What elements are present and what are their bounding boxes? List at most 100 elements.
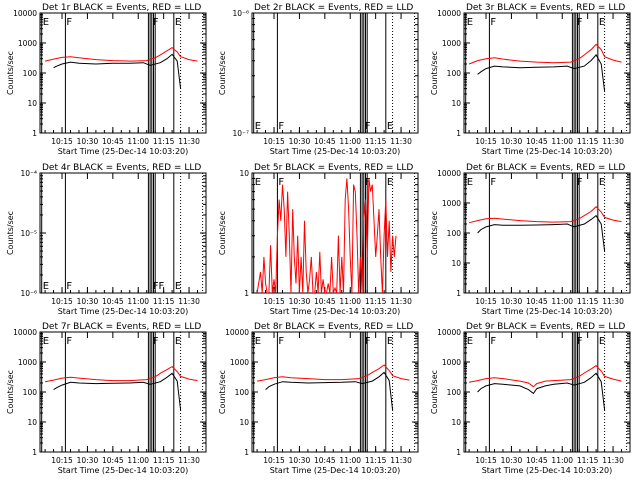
x-tick-label: 11:30 [602, 456, 624, 465]
x-tick-label: 11:15 [365, 456, 387, 465]
plot-frame [251, 172, 419, 294]
x-tick-label: 11:00 [339, 137, 361, 146]
y-tick-label: 10 [27, 418, 37, 427]
x-axis-label: Start Time (25-Dec-14 10:03:20) [482, 307, 613, 316]
x-tick-label: 10:15 [51, 137, 73, 146]
series-group [44, 46, 198, 89]
x-tick-label: 10:30 [289, 297, 311, 306]
flag-label: E [43, 17, 49, 28]
y-axis-label: Counts/sec [218, 51, 227, 95]
x-tick-label: 10:45 [526, 456, 548, 465]
flag-label: E [467, 336, 473, 347]
x-axis-label: Start Time (25-Dec-14 10:03:20) [270, 307, 401, 316]
series-line-events [477, 214, 606, 252]
x-tick-label: 11:15 [577, 297, 599, 306]
flag-label: E [467, 17, 473, 28]
x-tick-label: 11:15 [365, 137, 387, 146]
plot-frame [39, 331, 207, 453]
x-tick-label: 11:00 [551, 456, 573, 465]
chart-panel-2: Det 2r BLACK = Events, RED = LLD 10⁻⁷ 10⁻⁶… [218, 3, 419, 156]
series-line-events [53, 53, 182, 89]
y-axis-label: Counts/sec [430, 51, 439, 95]
x-tick-label: 11:30 [390, 137, 412, 146]
chart-panel-5: Det 5r BLACK = Events, RED = LLD 1 10 10:15… [218, 163, 419, 316]
y-tick-label: 1 [456, 129, 461, 138]
flag-label: E [599, 17, 605, 28]
y-tick-label: 10⁻⁶ [20, 289, 37, 298]
flag-label: F [365, 121, 371, 132]
y-tick-label: 10000 [437, 328, 461, 337]
chart-panel-3: Det 3r BLACK = Events, RED = LLD 1 10 100 10… [430, 3, 631, 156]
plot-frame [39, 12, 207, 134]
x-tick-label: 10:45 [102, 137, 124, 146]
y-tick-label: 1 [32, 448, 37, 457]
series-line-lld [45, 365, 198, 383]
x-tick-label: 10:45 [314, 297, 336, 306]
x-tick-label: 10:30 [501, 297, 523, 306]
flag-label: F [66, 336, 72, 347]
flag-label: E [599, 177, 605, 188]
plot-frame [251, 12, 419, 134]
x-tick-label: 10:15 [263, 297, 285, 306]
x-tick-label: 10:30 [77, 137, 99, 146]
y-axis-label: Counts/sec [218, 211, 227, 255]
x-tick-label: 10:45 [526, 297, 548, 306]
y-tick-label: 100 [447, 69, 462, 78]
y-tick-label: 10 [239, 418, 249, 427]
series-line-events [477, 54, 606, 92]
flag-label: E [387, 336, 393, 347]
y-tick-label: 1000 [442, 358, 461, 367]
series-line-events [477, 372, 606, 411]
y-tick-label: 10⁻⁶ [232, 9, 249, 18]
flag-label: F [278, 121, 284, 132]
x-tick-label: 11:15 [577, 137, 599, 146]
chart-panel-8: Det 8r BLACK = Events, RED = LLD 1 10 100 10… [218, 322, 419, 475]
y-axis-label: Counts/sec [430, 370, 439, 414]
flag-label: F [66, 281, 72, 292]
y-tick-label: 10000 [13, 9, 37, 18]
x-tick-label: 11:00 [339, 456, 361, 465]
x-tick-label: 10:45 [102, 456, 124, 465]
x-tick-label: 10:15 [263, 137, 285, 146]
y-tick-label: 10 [451, 418, 461, 427]
y-tick-label: 10000 [437, 169, 461, 178]
plot-frame [463, 12, 631, 134]
y-tick-label: 10 [27, 99, 37, 108]
y-tick-label: 100 [23, 69, 38, 78]
chart-title: Det 3r BLACK = Events, RED = LLD [466, 3, 625, 13]
x-tick-label: 10:30 [77, 456, 99, 465]
chart-panel-4: Det 4r BLACK = Events, RED = LLD 10⁻⁶ 10⁻⁵… [6, 163, 207, 316]
plot-frame [39, 172, 207, 294]
x-tick-label: 10:15 [475, 137, 497, 146]
chart-panel-1: Det 1r BLACK = Events, RED = LLD 1 10 100 10… [6, 3, 207, 156]
x-tick-label: 10:30 [289, 456, 311, 465]
y-tick-label: 10⁻⁵ [20, 229, 37, 238]
y-tick-label: 1 [244, 289, 249, 298]
x-tick-label: 10:30 [501, 456, 523, 465]
series-line-lld [44, 46, 198, 62]
chart-title: Det 2r BLACK = Events, RED = LLD [254, 3, 413, 13]
y-tick-label: 1 [244, 448, 249, 457]
flag-label: F [278, 177, 284, 188]
series-line-lld [469, 365, 622, 388]
flag-label: F [153, 17, 159, 28]
plot-frame [463, 331, 631, 453]
chart-title: Det 1r BLACK = Events, RED = LLD [42, 3, 201, 13]
x-tick-label: 10:15 [475, 297, 497, 306]
flag-label: E [599, 336, 605, 347]
series-line-events [265, 371, 394, 411]
y-tick-label: 100 [23, 388, 38, 397]
flag-label: FF [153, 281, 165, 292]
y-tick-label: 10000 [437, 9, 461, 18]
x-tick-label: 11:15 [365, 297, 387, 306]
series-line-lld [257, 364, 410, 382]
flag-label: E [175, 17, 181, 28]
x-tick-label: 11:30 [602, 137, 624, 146]
flag-label: F [66, 17, 72, 28]
y-tick-label: 10000 [13, 328, 37, 337]
y-tick-label: 1 [456, 289, 461, 298]
series-group [257, 364, 410, 411]
x-tick-label: 10:45 [314, 456, 336, 465]
flag-label: E [255, 177, 261, 188]
y-axis-label: Counts/sec [430, 211, 439, 255]
